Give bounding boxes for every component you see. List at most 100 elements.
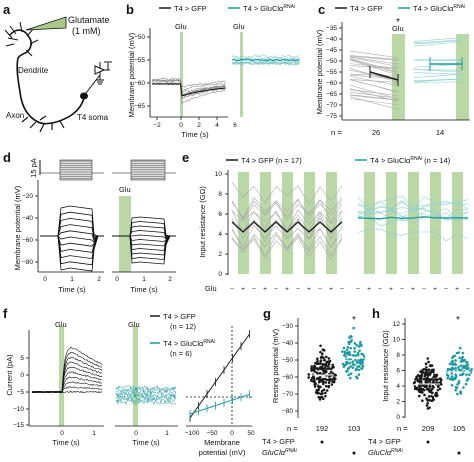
g-control-dot (321, 348, 325, 352)
g-rnai-dot (347, 373, 350, 377)
g-control-dot (315, 377, 319, 381)
h-control-dot (414, 378, 417, 381)
e-glu-mark-rnai: + (367, 286, 371, 293)
g-rnai-dot (361, 353, 365, 356)
h-control-dot (426, 357, 430, 360)
g-scatter (307, 326, 366, 401)
g-rnai-dot (343, 353, 346, 357)
t4-neuron-drawing (9, 29, 85, 125)
h-control-dot (426, 380, 430, 383)
dendrite-label: Dendrite (18, 66, 49, 75)
h-rnai-dot (459, 390, 462, 393)
e-glu-mark-rnai: − (444, 286, 448, 293)
e-glu-mark-rnai: + (433, 286, 437, 293)
h-rnai-dot (448, 368, 452, 371)
f-rnai-current (115, 398, 177, 406)
e-yticks: 10 8 6 4 2 0 (215, 171, 228, 278)
f-iv-curves (189, 330, 250, 422)
h-rnai-dot (452, 355, 455, 358)
g-control-dot (311, 376, 314, 380)
panel-c: c T4 > GFP T4 > GluClαRNAi Glu * −35−40−… (315, 2, 470, 137)
c-rnai-pair (413, 37, 463, 42)
d-scale-bar: 15 pA (29, 158, 38, 178)
g-n-rnai: 103 (348, 424, 361, 433)
panel-e: e T4 > GFP (n = 17) T4 > GluClαRNAi (n =… (182, 150, 470, 293)
c-rnai-pair (413, 41, 463, 47)
g-rnai-dot (349, 346, 353, 350)
h-rnai-dot (465, 360, 468, 364)
d-left-step (40, 224, 104, 240)
g-control-dot (307, 376, 311, 379)
e-ytick-label: 2 (218, 251, 222, 258)
c-rnai-pair (413, 72, 463, 75)
h-rnai-dot (458, 346, 462, 350)
panel-f-label: f (3, 306, 8, 321)
svg-text:5: 5 (20, 355, 24, 362)
g-control-dot (316, 357, 319, 361)
g-rnai-dot (353, 347, 356, 350)
g-rnai-dot (357, 368, 361, 372)
g-rnai-dot (358, 349, 361, 352)
c-ytick-label: −55 (326, 69, 337, 76)
h-control-dot (436, 385, 440, 388)
c-control-pair (349, 56, 399, 65)
svg-text:1: 1 (142, 276, 146, 283)
h-control-dot (436, 388, 440, 392)
h-rnai-dot (454, 367, 457, 370)
e-glu-row-label: Glu (205, 284, 217, 293)
g-rnai-dot (349, 372, 353, 375)
f-rnai-current (115, 392, 177, 399)
h-rnai-dot (464, 382, 468, 386)
d-yticks: −20 −40 −60 −80 (22, 193, 38, 266)
panel-g-label: g (263, 306, 271, 321)
e-ytick-label: 8 (218, 191, 222, 198)
e-control-mean (231, 221, 343, 233)
h-control-dot (430, 364, 434, 367)
h-control-dot (431, 381, 435, 384)
g-rnai-dot (346, 351, 349, 355)
g-rnai-dot (341, 362, 345, 366)
panel-e-label: e (182, 150, 189, 165)
d-left-step (40, 235, 104, 272)
g-control-dot (320, 389, 324, 393)
svg-text:−50: −50 (206, 430, 217, 437)
h-control-dot (430, 399, 434, 403)
e-glu-mark-rnai: − (356, 286, 360, 293)
g-rnai-dot (358, 361, 362, 365)
c-control-pair (349, 65, 399, 69)
h-rnai-dot (470, 368, 473, 371)
e-control-trace (231, 198, 343, 224)
legend-e-control: T4 > GFP (n = 17) (241, 156, 302, 165)
g-control-dot (316, 359, 319, 363)
h-control-dot (422, 367, 426, 371)
h-rnai-dot (460, 357, 464, 361)
h-n-rnai: 105 (453, 424, 466, 433)
f-xlabel-mid: Time (s) (132, 438, 160, 447)
g-n-label: n = (287, 424, 298, 433)
glu-label-f2: Glu (128, 320, 140, 329)
g-rnai-dot (346, 369, 349, 373)
g-control-dot (324, 394, 327, 398)
e-rnai-trace (357, 195, 469, 210)
h-rnai-dot (459, 369, 463, 372)
g-ytick-label: −80 (282, 408, 293, 415)
h-ytick-label: 0 (396, 414, 400, 421)
svg-text:−50: −50 (134, 34, 145, 41)
c-control-pair (349, 89, 399, 96)
h-rnai-dot (463, 358, 466, 362)
h-n-control: 209 (422, 424, 435, 433)
h-rnai-dot (455, 351, 459, 355)
d-left-step (40, 205, 104, 237)
e-ylabel: Input resistance (GΩ) (198, 186, 207, 258)
g-control-dot (310, 366, 313, 370)
g-control-dot (329, 370, 333, 374)
c-control-pair (349, 96, 399, 110)
g-control-dot (333, 378, 336, 381)
h-rnai-dot (465, 373, 468, 376)
glutamate-conc: (1 mM) (72, 26, 101, 36)
g-rnai-dot (346, 346, 350, 349)
e-glu-mark-control: − (230, 286, 234, 293)
e-glu-mark-control: − (318, 286, 322, 293)
h-rnai-dot (454, 373, 457, 377)
svg-text:●: ● (352, 450, 356, 457)
